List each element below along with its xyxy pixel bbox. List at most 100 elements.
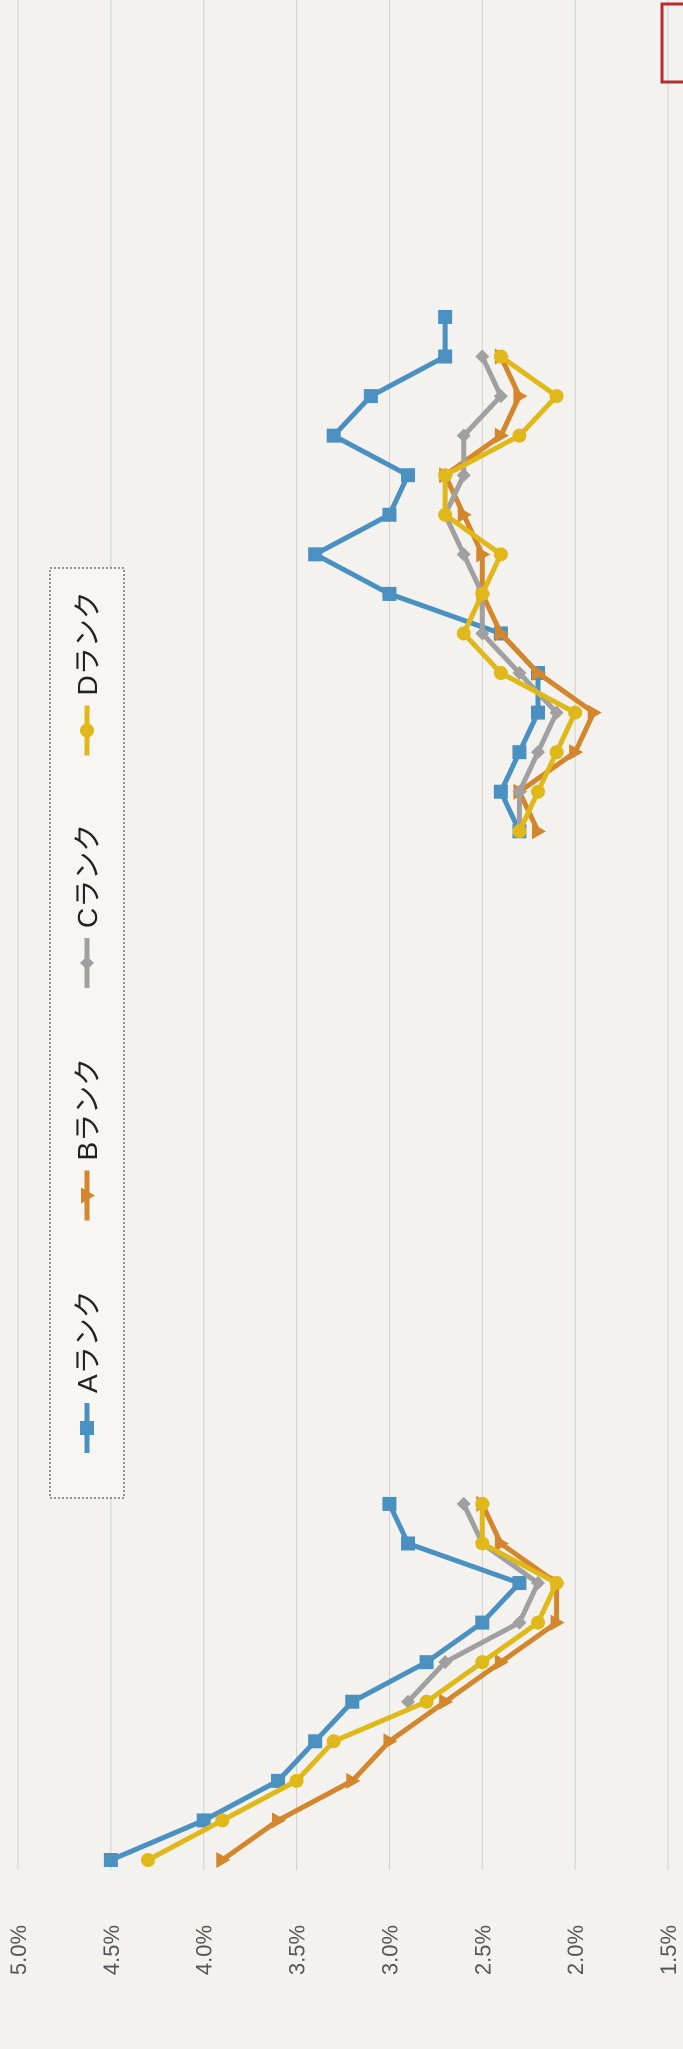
data-point (512, 1576, 527, 1591)
data-point (549, 389, 564, 404)
legend-label: Bランク (72, 1058, 103, 1161)
series-lines (103, 309, 602, 1868)
data-point (326, 428, 341, 443)
data-point (326, 1734, 341, 1749)
data-point (475, 1655, 490, 1670)
data-point (438, 349, 453, 364)
data-point (531, 784, 545, 799)
data-point (141, 1853, 155, 1867)
data-point (531, 1576, 545, 1591)
data-point (494, 625, 509, 642)
data-point (80, 1421, 94, 1435)
data-point (549, 1576, 564, 1591)
data-point (382, 1496, 397, 1511)
data-point (80, 723, 94, 738)
data-point (363, 389, 378, 404)
legend-label: Aランク (72, 1290, 103, 1393)
data-point (549, 745, 564, 760)
data-point (512, 428, 527, 443)
series-line (442, 354, 597, 834)
data-point (494, 1535, 509, 1552)
data-point (512, 824, 527, 839)
data-point (382, 507, 397, 522)
data-point (493, 349, 508, 364)
series-line (108, 1501, 522, 1863)
data-point (438, 468, 453, 483)
data-point (215, 1813, 230, 1828)
data-point (80, 956, 94, 970)
legend: Aランク Bランク Cランク Dランク (49, 567, 125, 1499)
data-point (493, 784, 508, 799)
legend-label: Cランク (72, 824, 103, 928)
data-point (401, 1536, 415, 1551)
data-point (289, 1773, 304, 1788)
data-point (475, 1536, 490, 1551)
data-point (438, 1655, 453, 1670)
grid-lines (17, 0, 669, 1870)
data-point (531, 705, 545, 720)
series-2 (216, 348, 602, 1868)
legend-swatch-marker (80, 1421, 94, 1435)
y-tick-label: 5.0% (6, 1925, 31, 1975)
legend-swatch-marker (80, 723, 94, 738)
data-point (587, 704, 602, 721)
data-point (494, 427, 509, 444)
series-line (219, 1501, 560, 1863)
data-point (569, 744, 584, 761)
data-point (475, 626, 490, 641)
data-point (475, 1496, 490, 1511)
data-point (419, 1694, 434, 1709)
data-point (345, 1694, 360, 1709)
data-point (512, 745, 527, 760)
data-point (456, 468, 471, 483)
data-point (550, 1614, 565, 1631)
data-point (438, 507, 453, 522)
data-point (456, 547, 471, 562)
data-point (438, 309, 453, 324)
data-point (531, 745, 545, 760)
data-point (568, 705, 583, 720)
data-point (493, 666, 508, 681)
corner-box-frame (660, 2, 683, 84)
series-line (405, 1501, 541, 1705)
data-point (532, 823, 546, 840)
y-tick-label: 1.5% (656, 1925, 681, 1975)
data-point (531, 1615, 545, 1630)
series-line (145, 1501, 560, 1863)
data-point (512, 666, 527, 681)
data-point (308, 1734, 323, 1749)
data-point (456, 1496, 471, 1511)
data-point (196, 1813, 211, 1828)
legend-swatch-marker (81, 1187, 95, 1204)
data-point (475, 586, 490, 601)
series-4 (141, 349, 583, 1867)
legend-swatch-marker (80, 956, 94, 970)
data-point (494, 1654, 509, 1671)
data-point (512, 1615, 527, 1630)
data-point (103, 1853, 118, 1867)
data-point (216, 1852, 231, 1868)
y-tick-label: 4.0% (192, 1925, 217, 1975)
data-point (493, 389, 508, 404)
data-point (456, 428, 471, 443)
y-tick-label: 2.5% (470, 1925, 495, 1975)
y-tick-label: 3.0% (377, 1925, 402, 1975)
data-point (456, 626, 471, 641)
series-line (442, 354, 560, 834)
data-point (439, 1693, 454, 1710)
series-1 (103, 309, 545, 1867)
data-point (512, 784, 527, 799)
data-point (401, 468, 415, 483)
corner-box (660, 2, 683, 84)
y-axis-ticks: 5.0% 4.5% 4.0% 3.5% 3.0% 2.5% 2.0% 1.5% (6, 1925, 681, 1975)
data-point (308, 547, 323, 562)
data-point (272, 1812, 286, 1829)
legend-label: Dランク (72, 591, 103, 695)
data-point (401, 1694, 415, 1709)
data-point (513, 388, 528, 405)
y-tick-label: 3.5% (285, 1925, 310, 1975)
data-point (475, 1615, 490, 1630)
data-point (383, 1733, 398, 1750)
